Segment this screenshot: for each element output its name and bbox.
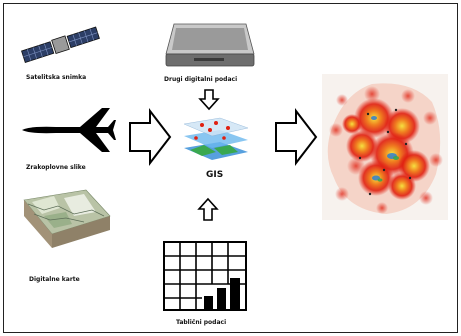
arrow-right-output [275,108,318,166]
aerial-label: Zrakoplovne slike [26,164,86,171]
tables-label: Tablični podaci [176,319,227,326]
terrain-map-icon [23,189,111,248]
map-label: Digitalne karte [29,276,80,283]
other-digital-label: Drugi digitalni podaci [164,76,238,83]
diagram-frame: Satelitska snimka Zrakoplovne slike Digi… [3,3,458,333]
heatmap-output-icon [322,74,448,220]
scanner-icon [165,23,255,67]
gis-label: GIS [206,170,224,180]
arrow-up [197,197,219,221]
airplane-icon [22,108,116,152]
arrow-down [198,89,220,111]
table-chart-icon [163,241,247,311]
satellite-icon [21,26,100,63]
gis-layers-icon [183,117,249,160]
satellite-label: Satelitska snimka [26,74,87,81]
arrow-right-input [129,108,172,166]
